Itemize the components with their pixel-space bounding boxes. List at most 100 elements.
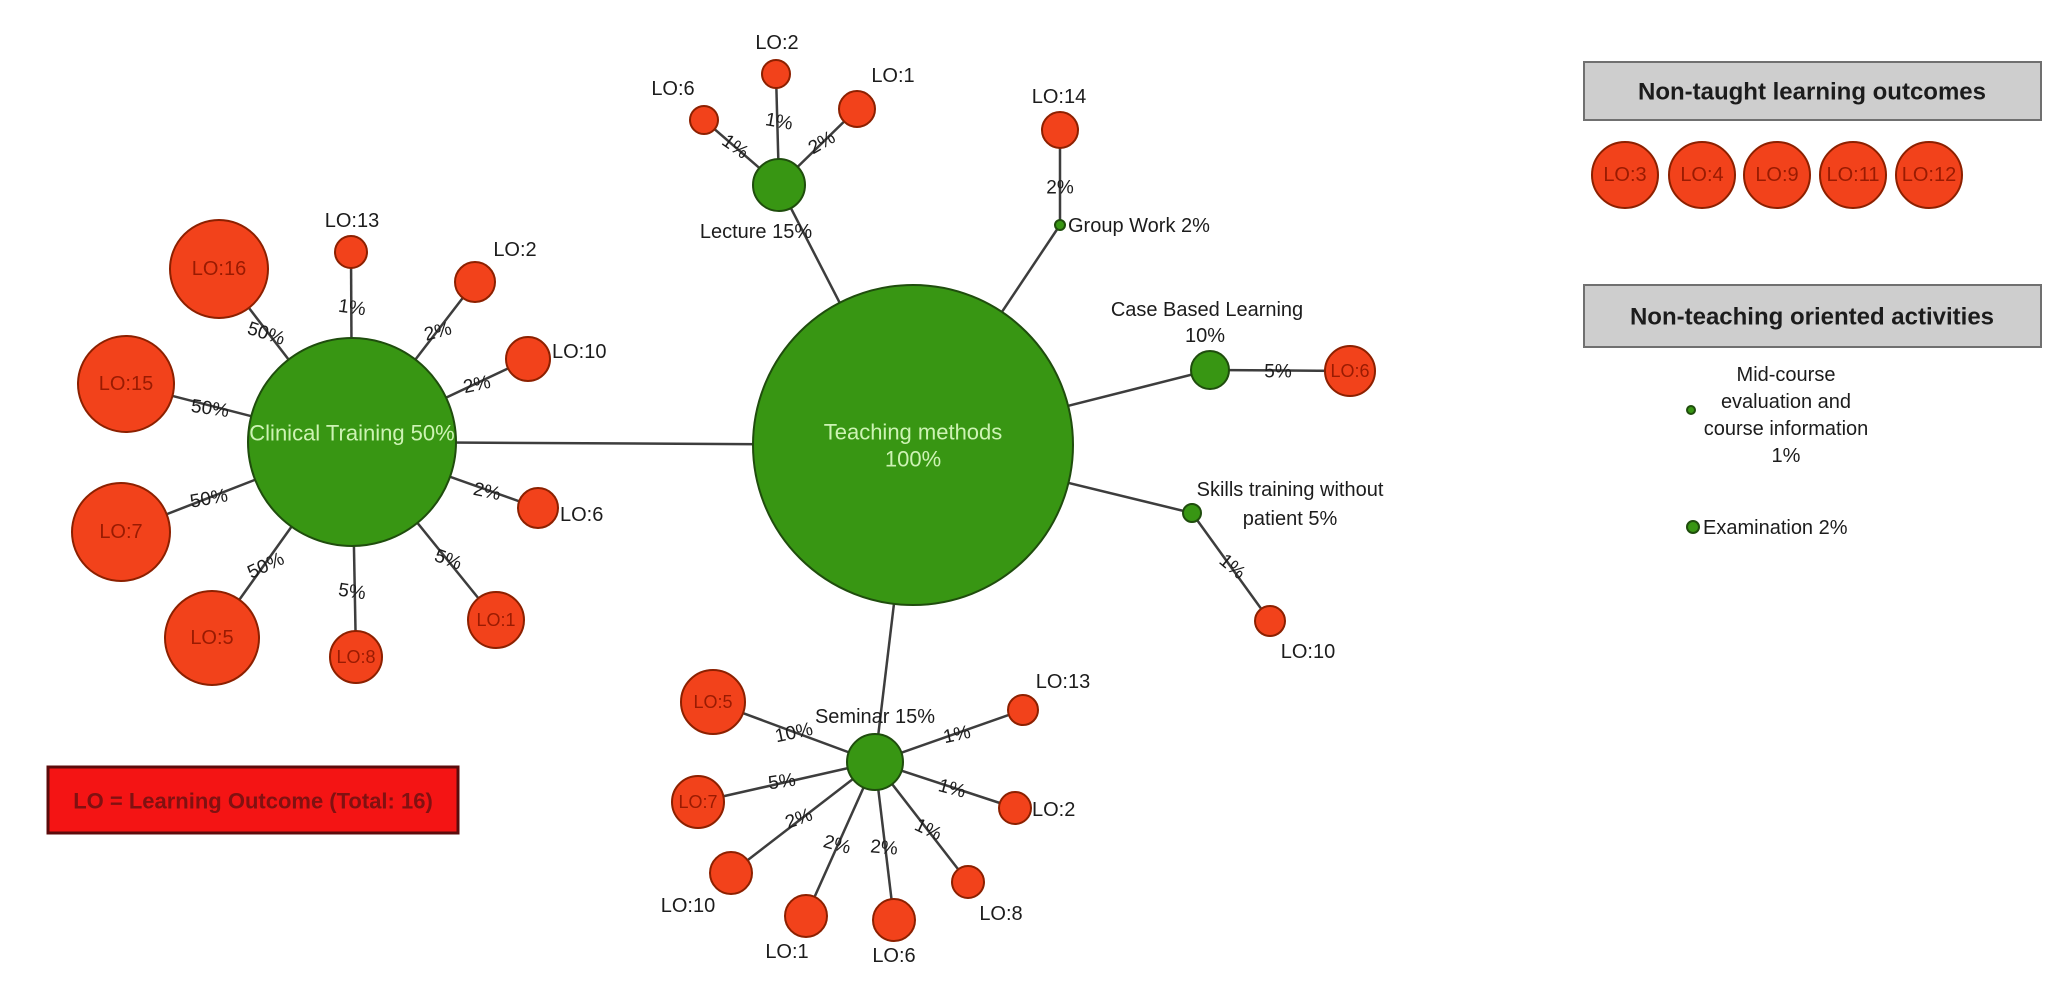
skills-training-label-line1: Skills training without: [1197, 479, 1384, 501]
lo5-label: LO:5: [190, 627, 233, 649]
midcourse-line3: course information: [1704, 418, 1869, 440]
weight-clinical-lo8: 5%: [337, 580, 367, 605]
nontaught-lo4-label: LO:4: [1680, 164, 1723, 186]
weight-lecture-lo2: 1%: [764, 109, 795, 134]
node-casebased-lo6: [1324, 345, 1376, 397]
node-seminar-lo10: [709, 851, 753, 895]
weight-seminar-lo7: 5%: [767, 770, 797, 795]
weight-clinical-lo6: 2%: [471, 479, 502, 505]
lo15-label: LO:15: [99, 373, 153, 395]
node-nontaught-lo4: [1668, 141, 1736, 209]
node-nontaught-lo3: [1591, 141, 1659, 209]
node-examination-dot: [1686, 520, 1700, 534]
non-taught-title: Non-taught learning outcomes: [1638, 79, 1986, 106]
lo6-label: LO:6: [560, 504, 603, 526]
weight-seminar-lo8: 1%: [911, 815, 945, 846]
node-clinical-lo15: [77, 335, 175, 433]
node-clinical-lo8: [329, 630, 383, 684]
node-seminar: [846, 733, 904, 791]
case-based-learning-label-line2: 10%: [1185, 325, 1225, 347]
node-nontaught-lo12: [1895, 141, 1963, 209]
skills-training-label-line2: patient 5%: [1243, 508, 1338, 530]
node-seminar-lo5: [680, 669, 746, 735]
node-seminar-lo1: [784, 894, 828, 938]
teaching-methods-label: Teaching methods: [824, 420, 1003, 445]
lo13-label: LO:13: [325, 210, 379, 232]
weight-seminar-lo5: 10%: [773, 719, 815, 747]
weight-groupwork-lo14: 2%: [1046, 178, 1074, 199]
weight-seminar-lo2: 1%: [936, 775, 968, 802]
node-clinical-training: [247, 337, 457, 547]
node-seminar-lo13: [1007, 694, 1039, 726]
legend-label: LO = Learning Outcome (Total: 16): [73, 789, 433, 814]
panel-non-taught: Non-taught learning outcomes LO:3 LO:4 L…: [1583, 61, 2042, 209]
node-clinical-lo16: [169, 219, 269, 319]
nontaught-lo9-label: LO:9: [1755, 164, 1798, 186]
lo7-label: LO:7: [99, 521, 142, 543]
cluster-seminar: Seminar 15% LO:5 LO:7 LO:10 LO:1 LO:6 LO…: [661, 669, 1090, 967]
weight-seminar-lo6: 2%: [869, 836, 898, 859]
node-skills-lo10: [1254, 605, 1286, 637]
lo1-label: LO:1: [476, 610, 515, 630]
node-lecture: [752, 158, 806, 212]
cluster-clinical-training: Clinical Training 50% LO:16 LO:15 LO:7 L…: [71, 210, 606, 686]
casebased-lo6-label: LO:6: [1330, 361, 1369, 381]
lo16-label: LO:16: [192, 258, 246, 280]
weight-casebased-lo6: 5%: [1264, 362, 1292, 383]
node-teaching-methods: [752, 284, 1074, 606]
seminar-lo5-label: LO:5: [693, 692, 732, 712]
weight-clinical-lo13: 1%: [337, 296, 367, 321]
weight-clinical-lo7: 50%: [188, 485, 229, 512]
edge-skills-lo10: [1190, 512, 1272, 622]
non-taught-header-box: [1583, 61, 2042, 121]
edge-seminar-lo7: [697, 760, 876, 804]
node-nontaught-lo9: [1743, 141, 1811, 209]
weight-seminar-lo1: 2%: [821, 831, 853, 858]
clinical-training-label: Clinical Training 50%: [249, 421, 454, 446]
node-clinical-lo6: [517, 487, 559, 529]
weight-clinical-lo10: 2%: [461, 372, 492, 398]
lecture-lo6-label: LO:6: [651, 78, 694, 100]
non-teaching-header-box: [1583, 284, 2042, 348]
node-nontaught-lo11: [1819, 141, 1887, 209]
weight-clinical-lo16: 50%: [245, 318, 288, 350]
lo10-label: LO:10: [552, 341, 606, 363]
node-clinical-lo1: [467, 591, 525, 649]
skills-lo10-label: LO:10: [1281, 641, 1335, 663]
node-group-work: [1054, 219, 1066, 231]
weight-clinical-lo5: 50%: [244, 548, 287, 583]
node-midcourse-dot: [1686, 405, 1696, 415]
node-lecture-lo6: [689, 105, 719, 135]
node-clinical-lo2: [454, 261, 496, 303]
lo8-label: LO:8: [336, 647, 375, 667]
edge-seminar-lo10: [730, 761, 876, 874]
hub-teaching-methods: Teaching methods 100%: [752, 284, 1074, 606]
node-seminar-lo2: [998, 791, 1032, 825]
weight-clinical-lo15: 50%: [190, 396, 231, 422]
lo14-label: LO:14: [1032, 86, 1086, 108]
teaching-methods-percent: 100%: [885, 447, 941, 472]
lecture-lo1-label: LO:1: [871, 65, 914, 87]
node-seminar-lo7: [671, 775, 725, 829]
cluster-lecture: Lecture 15% LO:6 LO:2 LO:1 1% 1% 2%: [651, 32, 914, 243]
lo2-label: LO:2: [493, 239, 536, 261]
non-teaching-title: Non-teaching oriented activities: [1630, 304, 1994, 331]
examination-label: Examination 2%: [1703, 517, 1848, 539]
seminar-lo10-label: LO:10: [661, 895, 715, 917]
weight-clinical-lo1: 5%: [432, 545, 465, 574]
node-skills-training: [1182, 503, 1202, 523]
lecture-label: Lecture 15%: [700, 221, 813, 243]
node-seminar-lo6: [872, 898, 916, 942]
node-clinical-lo13: [334, 235, 368, 269]
node-case-based-learning: [1190, 350, 1230, 390]
node-lecture-lo2: [761, 59, 791, 89]
node-seminar-lo8: [951, 865, 985, 899]
weight-clinical-lo2: 2%: [422, 318, 454, 345]
midcourse-line4: 1%: [1772, 445, 1801, 467]
midcourse-line2: evaluation and: [1721, 391, 1851, 413]
cluster-case-based-learning: Case Based Learning 10% 5% LO:6: [1111, 299, 1376, 397]
weight-skills-lo10: 1%: [1215, 550, 1250, 584]
nontaught-lo12-label: LO:12: [1902, 164, 1956, 186]
node-clinical-lo5: [164, 590, 260, 686]
seminar-lo1-label: LO:1: [765, 941, 808, 963]
